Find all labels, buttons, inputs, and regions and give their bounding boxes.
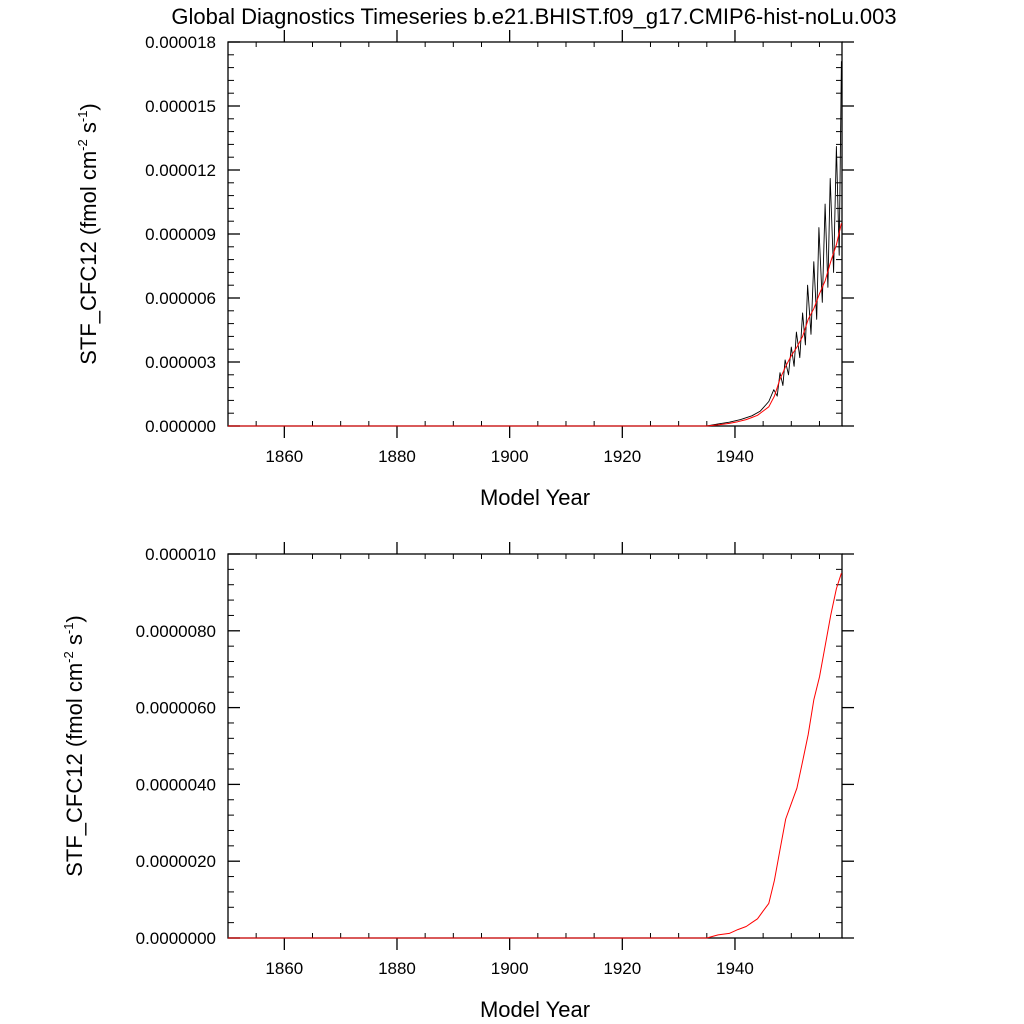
y-tick-label: 0.000012 — [145, 161, 216, 180]
y-tick-label: 0.000006 — [145, 289, 216, 308]
x-tick-label: 1880 — [378, 959, 416, 978]
y-axis-title-part: -2 — [61, 651, 76, 663]
x-tick-label: 1900 — [491, 959, 529, 978]
x-axis-title: Model Year — [480, 485, 590, 510]
x-tick-label: 1920 — [603, 447, 641, 466]
x-tick-label: 1940 — [716, 959, 754, 978]
y-axis-title-part: STF_CFC12 (fmol cm — [62, 663, 87, 877]
y-tick-label: 0.0000040 — [136, 775, 216, 794]
chart-top: 1860 1880 1900 1920 1940 0.000000 0.000003 0.00… — [75, 30, 854, 510]
y-axis-title-part: -1 — [75, 111, 90, 123]
y-tick-label: 0.0000020 — [136, 852, 216, 871]
figure-title: Global Diagnostics Timeseries b.e21.BHIS… — [171, 4, 896, 29]
x-tick-label: 1900 — [491, 447, 529, 466]
y-tick-label: 0.000018 — [145, 33, 216, 52]
x-tick-label: 1860 — [265, 447, 303, 466]
annual-series-line — [228, 573, 842, 939]
y-tick-label: 0.000015 — [145, 97, 216, 116]
y-tick-label: 0.0000080 — [136, 622, 216, 641]
y-axis-title-part: ) — [76, 103, 101, 110]
x-tick-label: 1940 — [716, 447, 754, 466]
y-axis-title-part: ) — [62, 615, 87, 622]
plot-frame — [227, 41, 843, 427]
y-axis-title-part: s — [76, 122, 101, 139]
x-tick-label: 1920 — [603, 959, 641, 978]
chart-bottom: 1860 1880 1900 1920 1940 0.0000000 0.0000020 0.… — [61, 542, 854, 1022]
y-tick-label: 0.000000 — [145, 417, 216, 436]
y-tick-label: 0.000009 — [145, 225, 216, 244]
monthly-series-line — [228, 61, 842, 427]
x-tick-label: 1860 — [265, 959, 303, 978]
plot-frame — [227, 553, 843, 939]
y-axis-title-part: STF_CFC12 (fmol cm — [76, 151, 101, 365]
y-tick-label: 0.0000000 — [136, 929, 216, 948]
y-axis-title: STF_CFC12 (fmol cm-2 s-1) — [61, 615, 87, 877]
y-axis-title-part: s — [62, 634, 87, 651]
x-tick-label: 1880 — [378, 447, 416, 466]
y-tick-label: 0.000003 — [145, 353, 216, 372]
y-axis-title: STF_CFC12 (fmol cm-2 s-1) — [75, 103, 101, 365]
annual-series-line — [228, 223, 842, 427]
y-tick-label: 0.000010 — [145, 545, 216, 564]
y-tick-label: 0.0000060 — [136, 699, 216, 718]
y-axis-title-part: -2 — [75, 139, 90, 151]
x-axis-title: Model Year — [480, 997, 590, 1022]
y-axis-title-part: -1 — [61, 623, 76, 635]
